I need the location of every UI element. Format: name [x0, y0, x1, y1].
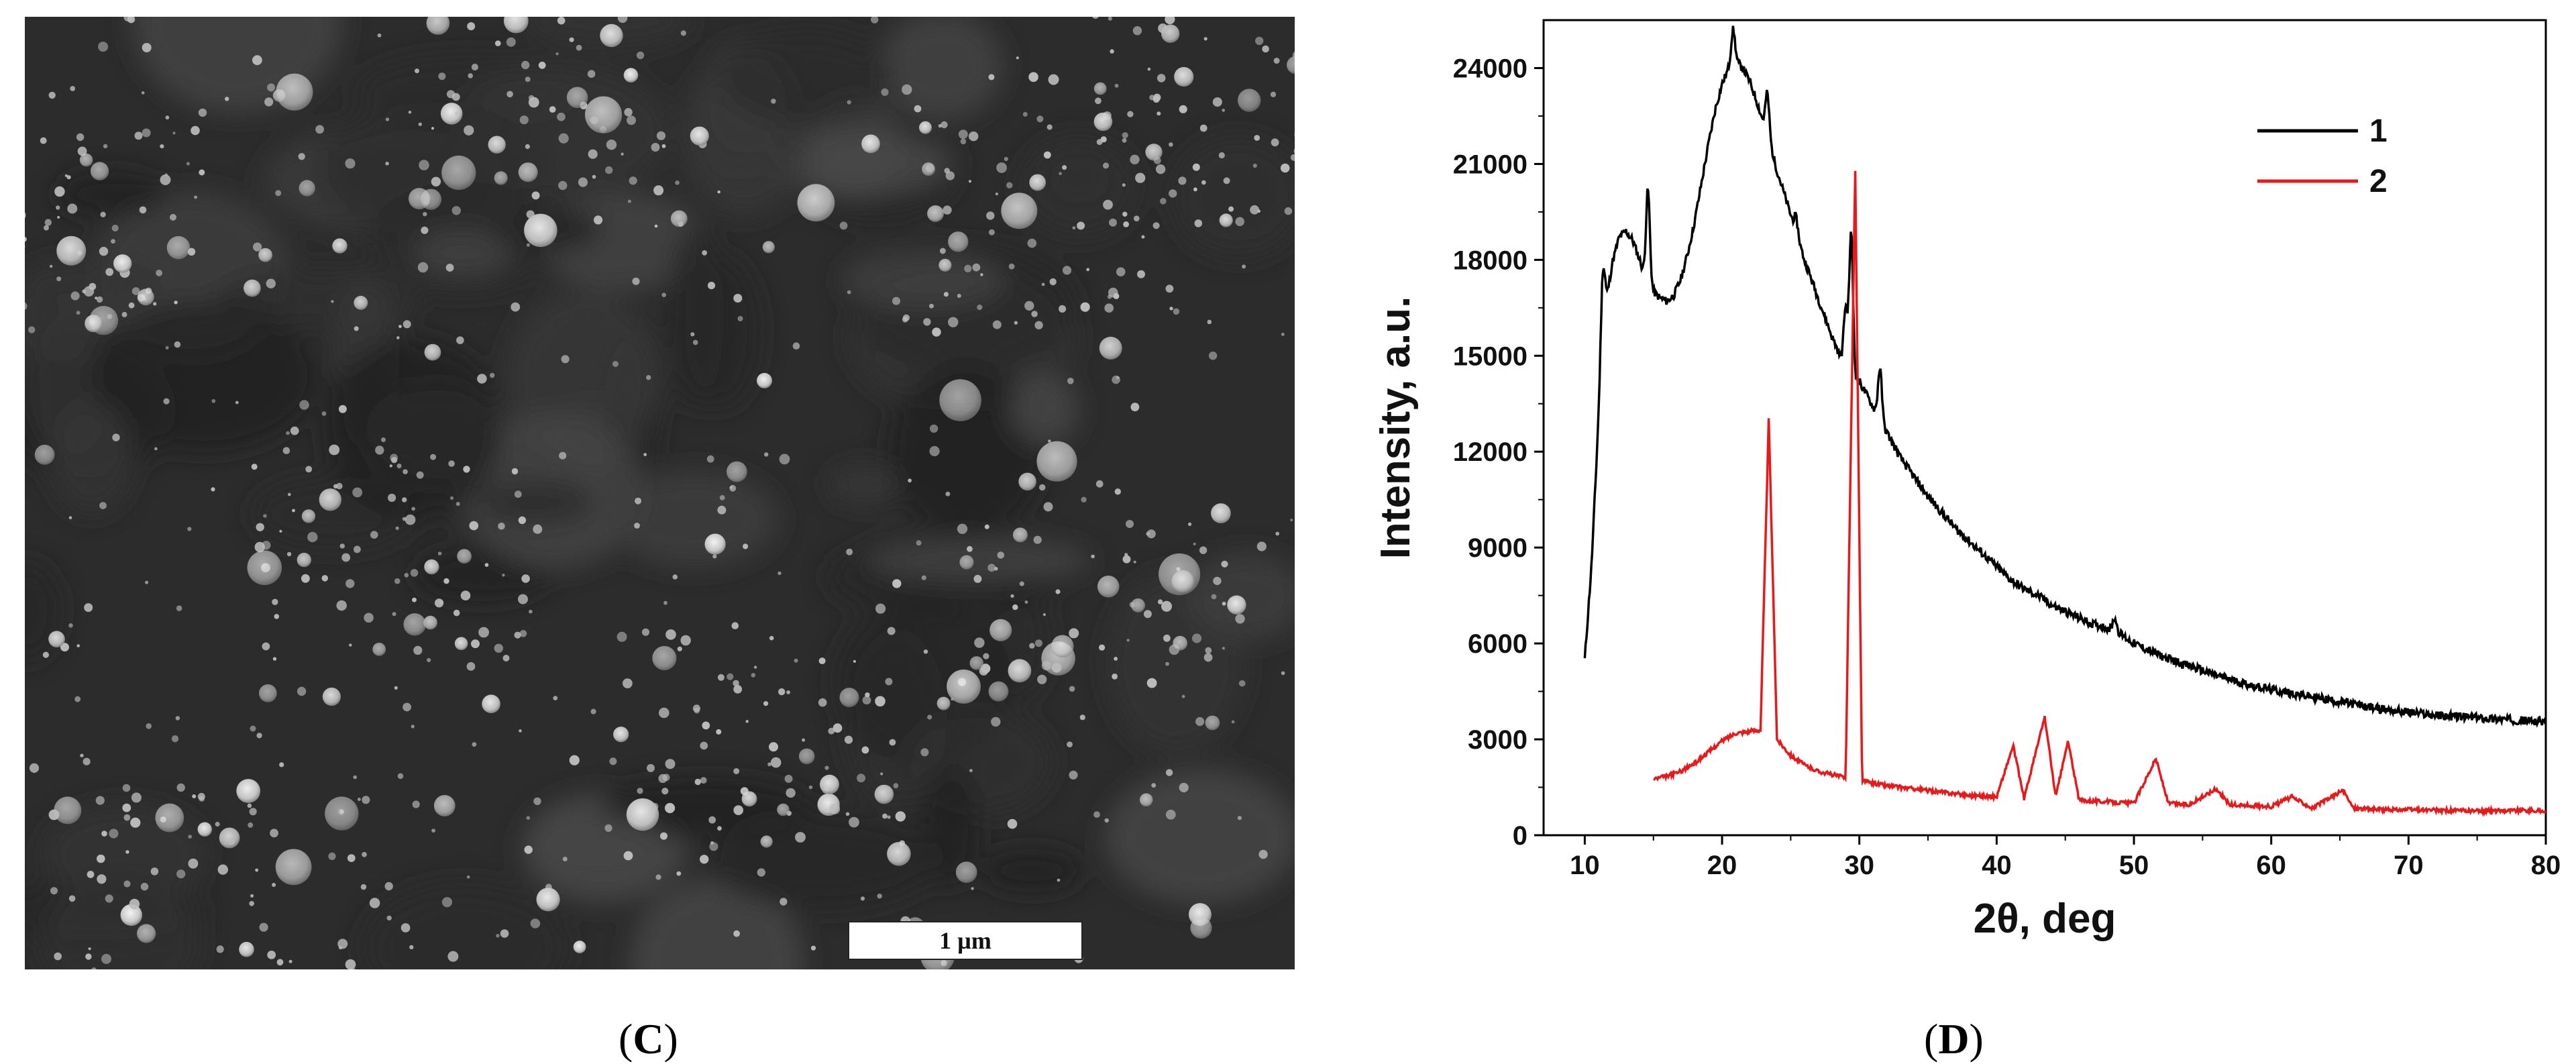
sem-background: [25, 17, 1295, 969]
y-tick-label: 0: [1513, 821, 1527, 851]
y-tick-label: 21000: [1453, 150, 1527, 179]
x-tick-label: 60: [2256, 851, 2286, 880]
y-tick-label: 24000: [1453, 54, 1527, 83]
series-line-1: [1585, 26, 2545, 726]
y-tick-label: 18000: [1453, 246, 1527, 275]
panel-label-c-letter: C: [633, 1015, 663, 1063]
y-tick-label: 6000: [1468, 629, 1527, 659]
panel-label-d: (D): [1924, 1014, 1984, 1064]
legend-label-2: 2: [2369, 164, 2387, 199]
x-tick-label: 10: [1570, 851, 1600, 880]
y-tick-label: 3000: [1468, 725, 1527, 755]
panel-label-c: (C): [619, 1014, 678, 1064]
y-axis-title: Intensity, a.u.: [1373, 297, 1419, 560]
sem-particles: [25, 17, 1295, 969]
scale-bar-label: 1 µm: [939, 926, 991, 955]
y-tick-label: 9000: [1468, 533, 1527, 563]
x-axis-title: 2θ, deg: [1974, 896, 2116, 942]
x-tick-label: 70: [2394, 851, 2424, 880]
y-tick-label: 15000: [1453, 341, 1527, 371]
chart-svg: 10 20 30 40 50 60 70 80 0 3000 6000 9000 12000 15000 1…: [1315, 0, 2576, 1006]
xrd-chart: 10 20 30 40 50 60 70 80 0 3000 6000 9000 12000 15000 1…: [1315, 0, 2576, 1006]
panel-label-d-letter: D: [1938, 1015, 1969, 1063]
series-line-2: [1654, 171, 2546, 813]
legend-label-1: 1: [2369, 113, 2387, 149]
y-tick-label: 12000: [1453, 437, 1527, 467]
x-tick-label: 40: [1982, 851, 2012, 880]
x-tick-label: 80: [2531, 851, 2561, 880]
x-tick-label: 30: [1844, 851, 1874, 880]
x-tick-label: 50: [2119, 851, 2149, 880]
x-tick-label: 20: [1707, 851, 1737, 880]
sem-micrograph: 1 µm: [25, 17, 1295, 969]
scale-bar: 1 µm: [848, 921, 1083, 960]
